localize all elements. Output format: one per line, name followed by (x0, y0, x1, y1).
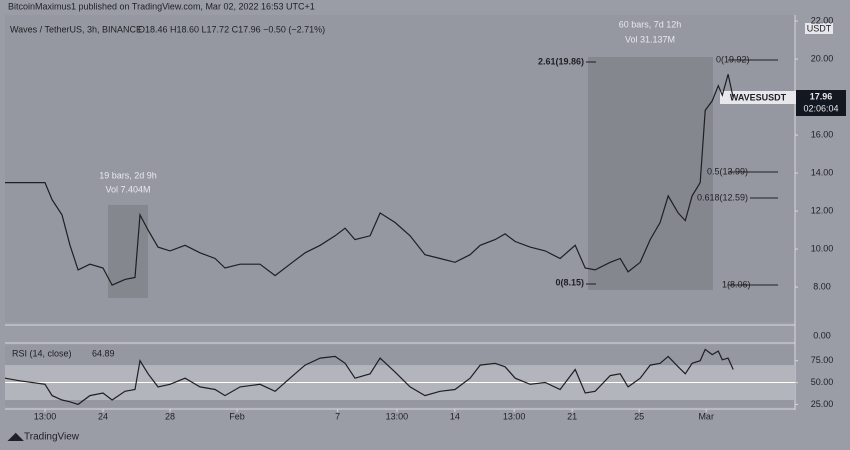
y-tick-label: 16.00 (811, 129, 834, 139)
y-tick-label: 22.00 (811, 15, 834, 25)
x-tick-label: Mar (698, 411, 714, 421)
symbol: Waves / TetherUS, 3h, BINANCE (10, 24, 142, 34)
fib-lines (586, 59, 778, 286)
measure-box (108, 205, 148, 298)
x-tick-label: 13:00 (34, 411, 57, 421)
ticker-badge (720, 91, 796, 104)
series-line (5, 74, 734, 286)
price-badge (796, 90, 846, 116)
countdown: 02:06:04 (803, 103, 838, 113)
currency-badge (805, 23, 833, 34)
x-tick-label: 25 (634, 411, 644, 421)
publisher: BitcoinMaximus1 published on TradingView… (8, 1, 315, 11)
x-tick-label: 28 (165, 411, 175, 421)
rsi-value: 64.89 (92, 348, 115, 358)
y-tick-label: 20.00 (811, 53, 834, 63)
y-tick-label: 25.00 (811, 399, 834, 409)
y-tick-label: 14.00 (811, 167, 834, 177)
currency: USDT (807, 23, 832, 33)
ticker: WAVESUSDT (730, 92, 787, 102)
series-line (4, 348, 734, 406)
fib-label: 0.5(13.99) (707, 166, 748, 176)
last-price: 17.96 (810, 91, 833, 101)
fib-label: 1(8.06) (722, 279, 751, 289)
measure-label: 60 bars, 7d 12h (619, 19, 682, 29)
rsi-title: RSI (14, close) (12, 348, 72, 358)
fib-label: 0(19.92) (716, 54, 750, 64)
fib-label: 0.618(12.59) (697, 192, 748, 202)
y-tick-label: 8.00 (813, 281, 831, 291)
y-tick-label: 50.00 (811, 377, 834, 387)
measure-label: 19 bars, 2d 9h (99, 170, 157, 180)
y-tick-label: 75.00 (811, 355, 834, 365)
x-tick-label: 13:00 (503, 411, 526, 421)
footer-logo: ◢◣ (7, 432, 25, 443)
measure-box (588, 57, 713, 290)
x-tick-label: 24 (98, 411, 108, 421)
ohlc: O18.46 H18.60 L17.72 C17.96 −0.50 (−2.71… (138, 24, 325, 34)
x-tick-label: Feb (229, 411, 245, 421)
fib-label: 0(8.15) (555, 277, 584, 287)
fib-label: 2.61(19.86) (538, 56, 584, 66)
x-tick-label: 14 (450, 411, 460, 421)
measure-label: Vol 31.137M (625, 34, 675, 44)
y-tick-label: 10.00 (811, 243, 834, 253)
measure-label: Vol 7.404M (105, 184, 150, 194)
x-tick-label: 7 (335, 411, 340, 421)
x-tick-label: 13:00 (386, 411, 409, 421)
footer: TradingView (24, 432, 80, 443)
x-tick-label: 21 (567, 411, 577, 421)
y-tick-label: 12.00 (811, 205, 834, 215)
lower-pane-label: 0.00 (813, 330, 831, 340)
